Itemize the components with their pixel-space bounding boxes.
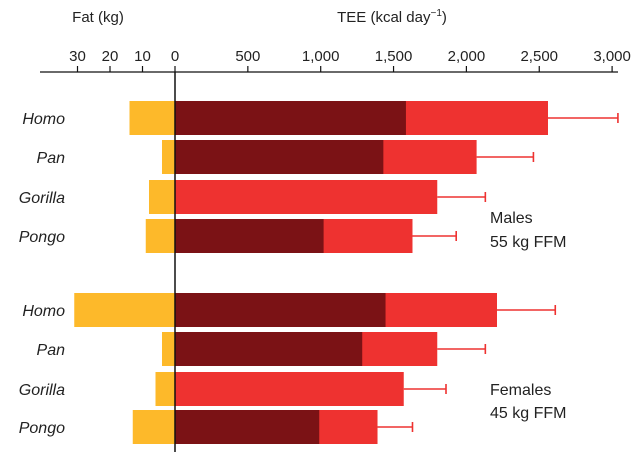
group-note-line2: 45 kg FFM (490, 405, 566, 422)
fat-bar (145, 219, 175, 253)
category-label-group: Homo Pan Gorilla Pongo Homo Pan Gorilla Pongo (19, 111, 65, 437)
tee-component-bar (175, 140, 384, 174)
fat-axis-title: Fat (kg) (72, 9, 124, 26)
category-label: Pan (37, 342, 66, 359)
fat-tick-label: 20 (102, 48, 119, 65)
tee-tick-label: 3,000 (593, 48, 631, 65)
fat-tick-label: 30 (69, 48, 86, 65)
tee-axis-title: TEE (kcal day−1) (337, 8, 447, 26)
tee-tick-label: 500 (235, 48, 260, 65)
fat-bar (162, 332, 175, 366)
tee-tick-label: 2,500 (520, 48, 558, 65)
category-label: Pongo (19, 229, 65, 246)
fat-bar (129, 101, 175, 135)
group-note-line1: Females (490, 382, 551, 399)
tee-component-bar (175, 293, 386, 327)
category-label: Homo (22, 111, 65, 128)
category-label: Gorilla (19, 190, 65, 207)
tee-tick-label: 1,000 (302, 48, 340, 65)
tick-group: 500 1,000 1,500 2,000 2,500 3,000 30 20 10 0 (69, 48, 631, 72)
category-label: Pongo (19, 420, 65, 437)
category-label: Pan (37, 150, 66, 167)
fat-bar (74, 293, 175, 327)
tee-tick-label: 2,000 (448, 48, 486, 65)
fat-tick-label: 0 (171, 48, 179, 65)
tee-total-bar (175, 372, 404, 406)
tee-component-bar (175, 410, 320, 444)
tee-component-bar (175, 332, 363, 366)
tee-axis-title-end: ) (442, 9, 447, 26)
fat-tick-label: 10 (134, 48, 151, 65)
group-note-group: Males 55 kg FFM Females 45 kg FFM (490, 210, 566, 422)
fat-bar (149, 180, 175, 214)
tee-axis-title-sup: −1 (430, 8, 442, 19)
tee-axis-title-main: TEE (kcal day (337, 9, 431, 26)
tee-total-bar (175, 180, 438, 214)
group-note-line1: Males (490, 210, 533, 227)
category-label: Gorilla (19, 382, 65, 399)
fat-bar (132, 410, 175, 444)
fat-bar (155, 372, 175, 406)
group-note-line2: 55 kg FFM (490, 234, 566, 251)
tee-component-bar (175, 219, 324, 253)
category-label: Homo (22, 303, 65, 320)
tee-component-bar (175, 101, 406, 135)
tee-tick-label: 1,500 (375, 48, 413, 65)
bar-group (74, 101, 619, 444)
fat-bar (162, 140, 175, 174)
